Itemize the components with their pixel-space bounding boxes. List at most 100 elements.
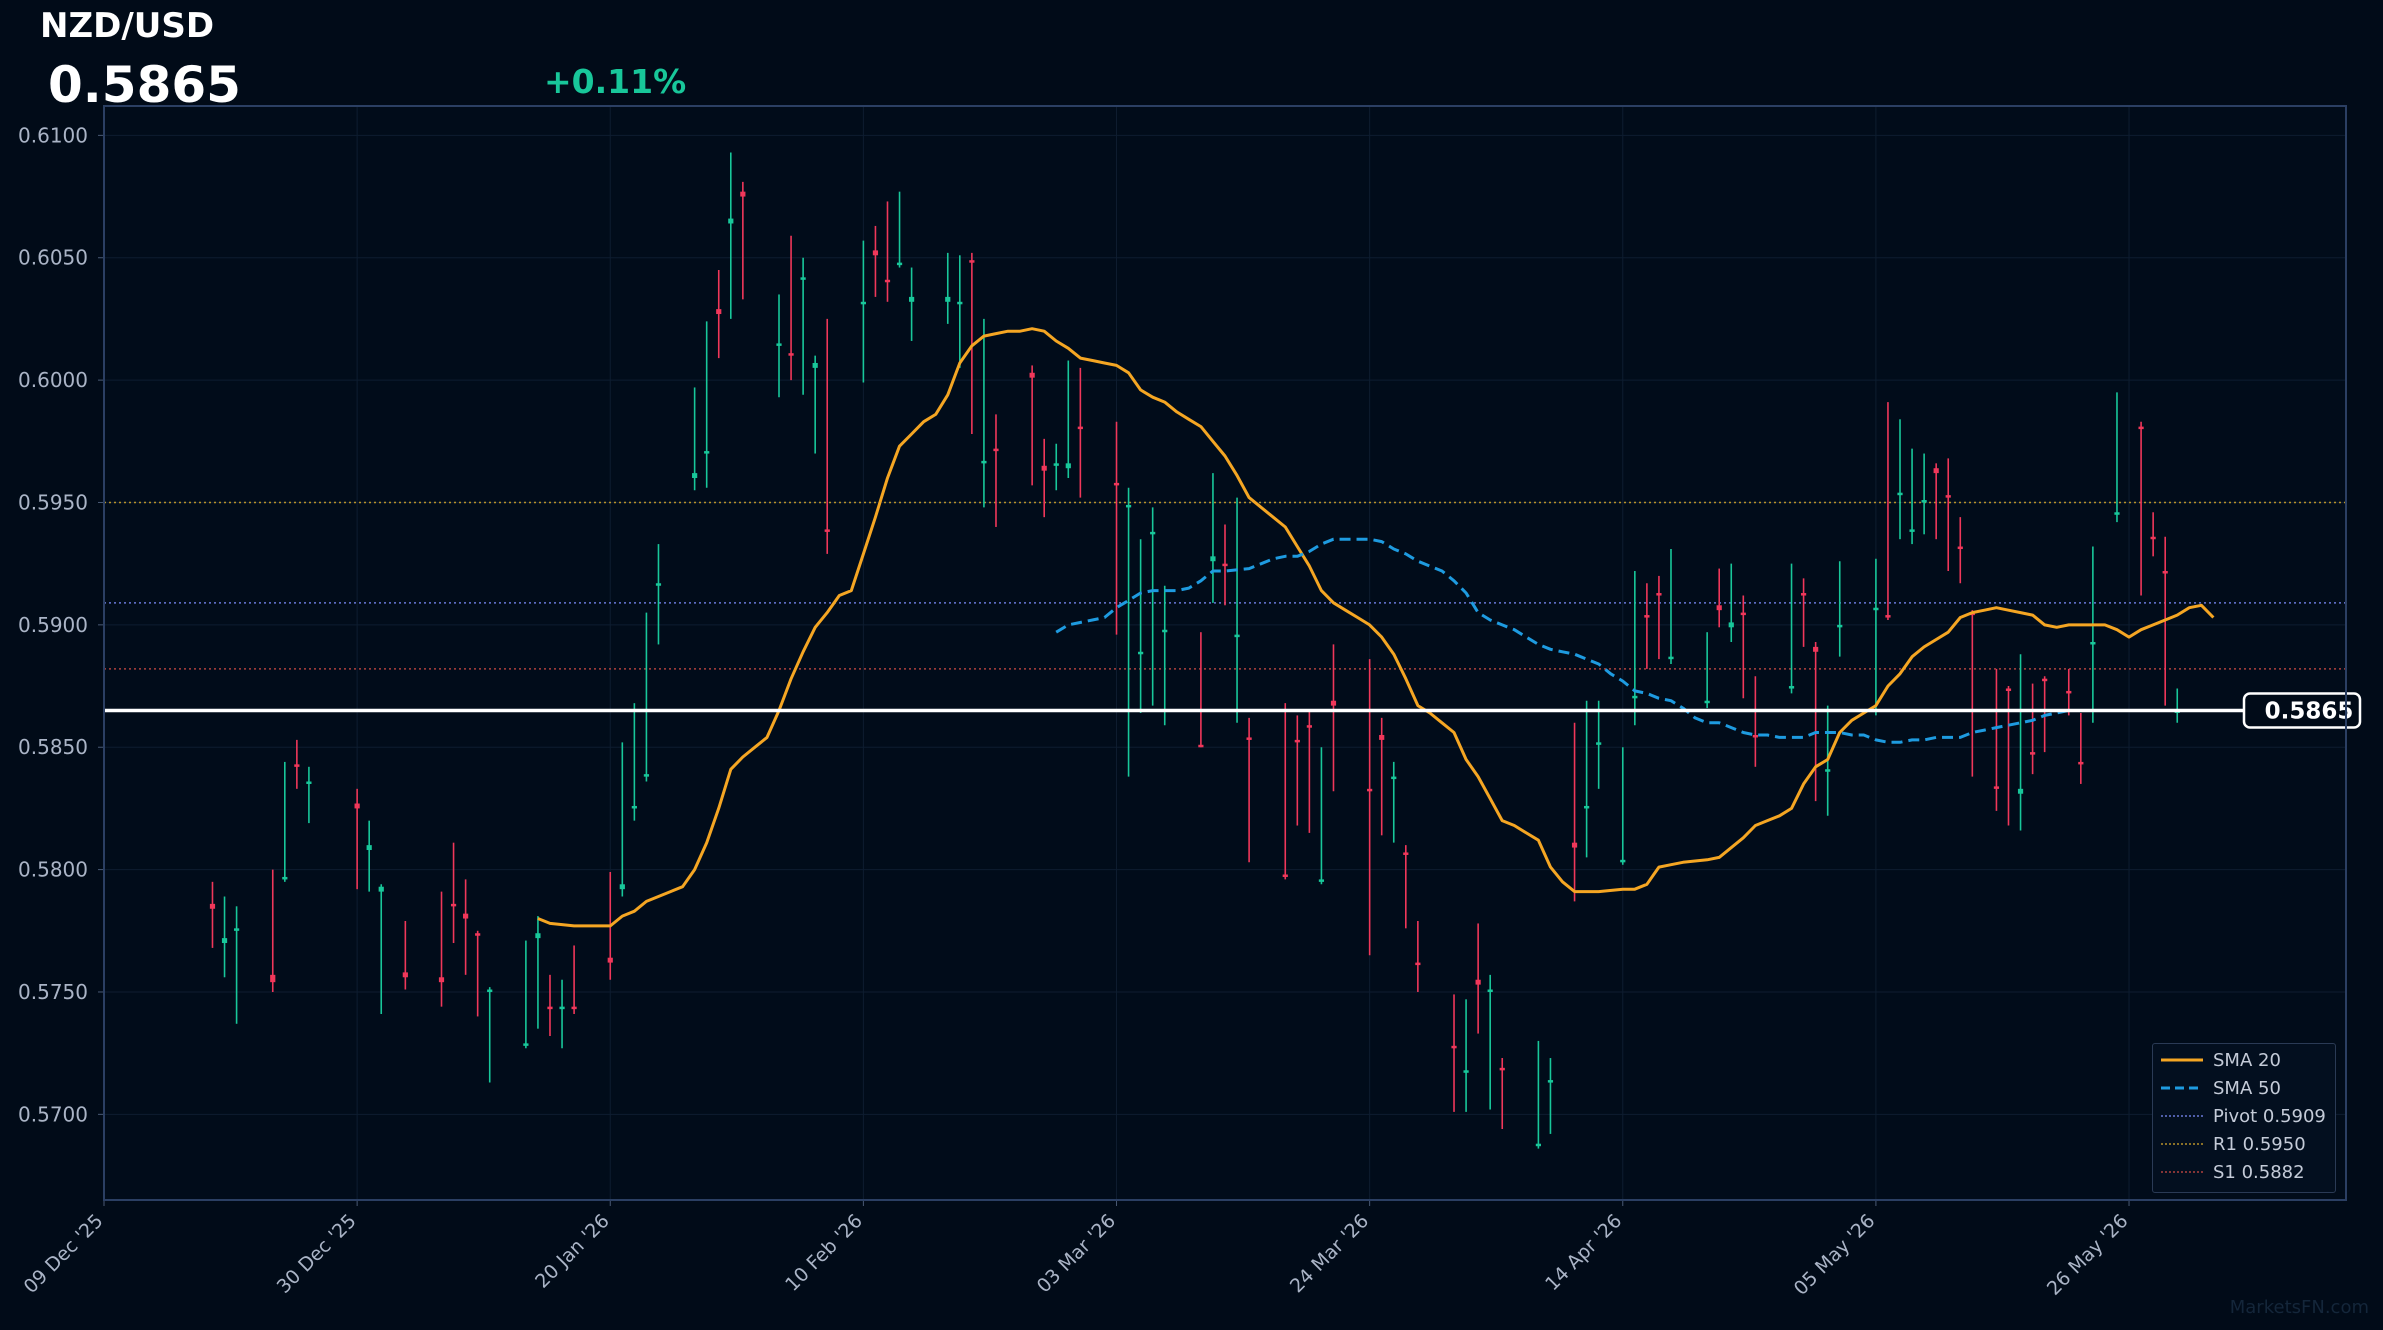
candle-body: [704, 451, 710, 454]
candle: [1463, 999, 1469, 1112]
candle: [1041, 438, 1047, 518]
candle-body: [2017, 788, 2024, 794]
symbol-title: NZD/USD: [40, 6, 215, 46]
candle: [2078, 712, 2084, 784]
x-tick-label: 14 Apr '26: [1541, 1210, 1626, 1295]
x-tick-label: 26 May '26: [2043, 1210, 2133, 1300]
candle-body: [643, 774, 650, 777]
candle-body: [1571, 842, 1578, 848]
candle: [1547, 1058, 1554, 1134]
candle-body: [487, 989, 493, 993]
legend-label-pivot: Pivot 0.5909: [2213, 1105, 2326, 1127]
candle: [1813, 641, 1819, 802]
candle-body: [233, 928, 240, 931]
current-price: 0.5865: [48, 56, 241, 114]
y-tick-label: 0.5700: [18, 1102, 88, 1126]
candle-body: [1752, 734, 1758, 738]
candle-body: [1656, 593, 1662, 596]
candle-body: [1029, 372, 1035, 378]
candle-body: [2138, 426, 2144, 430]
candle: [728, 152, 734, 319]
candle-body: [1198, 744, 1204, 748]
legend-label-sma50: SMA 50: [2213, 1077, 2281, 1099]
candle: [571, 945, 577, 1014]
candle-body: [1318, 879, 1325, 882]
candle-body: [270, 974, 276, 983]
candle-body: [909, 296, 915, 302]
candle-body: [1596, 742, 1602, 745]
candle-body: [1451, 1045, 1457, 1049]
candle: [776, 294, 782, 398]
candle-body: [607, 957, 613, 963]
candle: [547, 974, 553, 1037]
candle-body: [1813, 646, 1819, 652]
candle-body: [1415, 962, 1421, 966]
candle: [282, 761, 288, 882]
candle-body: [1234, 634, 1240, 638]
candle-body: [860, 301, 866, 305]
candle: [306, 766, 312, 824]
candle: [643, 612, 650, 782]
price-change: +0.11%: [544, 62, 687, 101]
candle-body: [788, 353, 794, 356]
candle: [535, 916, 541, 1029]
candle: [655, 544, 662, 645]
candle: [1704, 632, 1710, 709]
candle: [1740, 595, 1746, 699]
candle-body: [450, 903, 457, 907]
candle: [1029, 365, 1035, 486]
candle: [1656, 575, 1662, 660]
candle-body: [1800, 593, 1807, 596]
candle: [957, 255, 963, 368]
candle-body: [1379, 734, 1385, 740]
candle-body: [969, 260, 975, 263]
candle-body: [1367, 788, 1373, 792]
candle: [1330, 644, 1337, 792]
candle: [1993, 668, 2000, 811]
candle-body: [1885, 615, 1891, 618]
candle-body: [2114, 512, 2120, 515]
candle: [233, 906, 240, 1024]
candle: [2090, 546, 2096, 723]
candle: [969, 252, 975, 434]
candle: [1800, 578, 1807, 647]
candle: [221, 896, 228, 978]
candle: [1897, 419, 1903, 540]
candle: [1162, 585, 1168, 726]
y-tick-label: 0.6100: [18, 123, 88, 147]
candle-body: [740, 191, 746, 197]
candle-body: [1125, 504, 1132, 508]
candle: [378, 884, 384, 1014]
candle-body: [1282, 874, 1288, 877]
candle-body: [1728, 622, 1734, 628]
plot-frame: [103, 105, 2347, 1201]
candle: [1728, 563, 1734, 642]
candle: [631, 703, 637, 821]
candle-body: [438, 977, 445, 983]
candle-body: [1704, 700, 1710, 704]
candle-body: [1113, 482, 1120, 486]
candle-body: [402, 972, 408, 978]
candle: [2138, 421, 2144, 596]
candle: [2017, 654, 2024, 831]
candle-body: [463, 913, 469, 919]
candle: [1138, 539, 1144, 713]
candle-body: [945, 296, 951, 302]
candle-body: [692, 473, 698, 479]
candle: [1125, 487, 1132, 777]
candle-body: [1921, 500, 1927, 503]
candle-body: [1162, 629, 1168, 633]
candle: [1306, 710, 1312, 833]
candle: [1873, 558, 1879, 716]
candle-body: [776, 343, 782, 346]
x-tick-label: 24 Mar '26: [1286, 1210, 1373, 1297]
legend-swatch-sma20: [2161, 1058, 2203, 1062]
last-price-badge: [2242, 692, 2362, 729]
y-tick-label: 0.5950: [18, 490, 88, 514]
candle: [523, 940, 529, 1049]
candle: [1475, 923, 1481, 1034]
candle: [1391, 761, 1397, 843]
candle: [475, 930, 481, 1017]
candle: [1752, 676, 1758, 767]
x-tick-label: 05 May '26: [1790, 1210, 1880, 1300]
